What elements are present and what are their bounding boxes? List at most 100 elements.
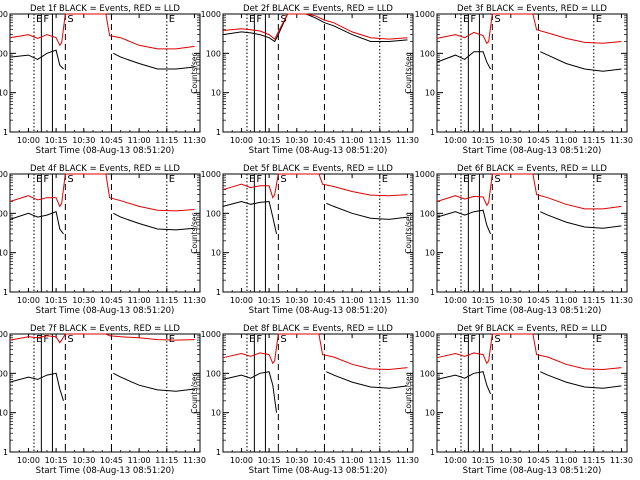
x-tick-label: 10:30 (285, 296, 308, 305)
x-tick-label: 11:30 (396, 456, 419, 465)
marker-label: E (596, 334, 602, 345)
marker-label: S (494, 14, 500, 25)
y-tick-label: 10 (211, 249, 221, 258)
series-line-events (436, 371, 622, 395)
marker-label: E (382, 14, 388, 25)
x-tick-label: 11:00 (128, 136, 151, 145)
y-tick-label: 1000 (415, 10, 435, 19)
chart-title: Det 6f BLACK = Events, RED = LLD (457, 164, 607, 174)
chart-title: Det 9f BLACK = Events, RED = LLD (457, 324, 607, 334)
marker-label: E (36, 14, 42, 25)
x-tick-label: 11:15 (368, 296, 391, 305)
series-line-events (436, 209, 622, 235)
x-tick-label: 11:00 (341, 136, 364, 145)
x-tick-label: 11:30 (396, 296, 419, 305)
marker-label: F (43, 174, 49, 185)
y-axis-label: Counts/sec (190, 212, 199, 253)
plot-frame (436, 173, 628, 293)
marker-label: F (470, 14, 476, 25)
series-line-lld (436, 173, 622, 210)
marker-label: F (256, 174, 262, 185)
y-tick-label: 1000 (415, 170, 435, 179)
x-tick-label: 10:45 (100, 456, 123, 465)
chart-det2f: Det 2f BLACK = Events, RED = LLD 10:00 10:… (190, 4, 419, 156)
x-tick-label: 10:00 (444, 296, 467, 305)
x-tick-label: 11:15 (155, 136, 178, 145)
x-tick-label: 11:00 (555, 456, 578, 465)
chart-det7f: Det 7f BLACK = Events, RED = LLD 10:00 10:… (0, 324, 206, 476)
y-tick-label: 100 (0, 369, 8, 378)
marker-label: E (36, 334, 42, 345)
x-tick-label: 10:00 (17, 296, 40, 305)
x-tick-label: 10:15 (472, 456, 495, 465)
x-tick-label: 10:45 (527, 136, 550, 145)
y-tick-label: 1000 (415, 330, 435, 339)
y-axis-label: Counts/sec (190, 372, 199, 413)
x-tick-label: 10:45 (527, 456, 550, 465)
chart-det9f: Det 9f BLACK = Events, RED = LLD 10:00 10:… (404, 324, 633, 476)
x-tick-label: 10:00 (230, 456, 253, 465)
y-tick-label: 10 (425, 409, 435, 418)
y-tick-label: 100 (420, 209, 435, 218)
x-axis-label: Start Time (08-Aug-13 08:51:20) (249, 146, 388, 156)
series-line-events (436, 51, 622, 72)
x-tick-label: 10:45 (313, 136, 336, 145)
y-tick-label: 100 (206, 209, 221, 218)
chart-title: Det 5f BLACK = Events, RED = LLD (243, 164, 393, 174)
marker-label: F (43, 334, 49, 345)
x-tick-label: 10:15 (45, 136, 68, 145)
y-axis-label: Counts/sec (404, 212, 413, 253)
x-tick-label: 11:15 (582, 456, 605, 465)
marker-label: S (280, 334, 286, 345)
x-tick-label: 10:00 (444, 456, 467, 465)
marker-label: F (256, 334, 262, 345)
x-axis-label: Start Time (08-Aug-13 08:51:20) (36, 146, 175, 156)
x-tick-label: 11:30 (183, 456, 206, 465)
x-tick-label: 11:30 (610, 296, 633, 305)
marker-label: S (67, 334, 73, 345)
y-tick-label: 100 (0, 209, 8, 218)
x-tick-label: 10:45 (313, 456, 336, 465)
marker-label: E (596, 14, 602, 25)
y-tick-label: 1 (430, 288, 435, 297)
x-tick-label: 11:15 (582, 296, 605, 305)
series-line-lld (9, 333, 195, 344)
x-axis-label: Start Time (08-Aug-13 08:51:20) (463, 466, 602, 476)
marker-label: E (463, 174, 469, 185)
x-tick-label: 11:30 (610, 456, 633, 465)
x-tick-label: 11:00 (555, 296, 578, 305)
chart-det8f: Det 8f BLACK = Events, RED = LLD 10:00 10:… (190, 324, 419, 476)
x-axis-label: Start Time (08-Aug-13 08:51:20) (36, 306, 175, 316)
plot-frame (222, 333, 414, 453)
x-tick-label: 10:45 (527, 296, 550, 305)
marker-label: S (494, 334, 500, 345)
x-axis-label: Start Time (08-Aug-13 08:51:20) (249, 466, 388, 476)
marker-label: E (463, 14, 469, 25)
x-tick-label: 10:30 (72, 136, 95, 145)
x-tick-label: 11:15 (582, 136, 605, 145)
x-tick-label: 10:30 (285, 456, 308, 465)
x-tick-label: 11:00 (128, 456, 151, 465)
x-tick-label: 10:30 (285, 136, 308, 145)
x-tick-label: 10:30 (499, 136, 522, 145)
marker-label: F (470, 334, 476, 345)
x-tick-label: 10:45 (313, 296, 336, 305)
x-tick-label: 11:15 (155, 296, 178, 305)
x-tick-label: 10:30 (499, 456, 522, 465)
chart-title: Det 8f BLACK = Events, RED = LLD (243, 324, 393, 334)
series-line-lld (436, 333, 622, 371)
x-tick-label: 11:15 (368, 136, 391, 145)
x-tick-label: 10:15 (45, 456, 68, 465)
chart-det5f: Det 5f BLACK = Events, RED = LLD 10:00 10:… (190, 164, 419, 316)
y-tick-label: 10 (211, 409, 221, 418)
series-line-events (9, 211, 195, 235)
marker-label: S (280, 174, 286, 185)
x-tick-label: 10:00 (17, 456, 40, 465)
chart-title: Det 4f BLACK = Events, RED = LLD (30, 164, 180, 174)
plot-frame (9, 13, 201, 133)
series-line-lld (436, 13, 622, 45)
y-tick-label: 10 (0, 409, 8, 418)
y-tick-label: 10 (0, 89, 8, 98)
marker-label: E (249, 14, 255, 25)
